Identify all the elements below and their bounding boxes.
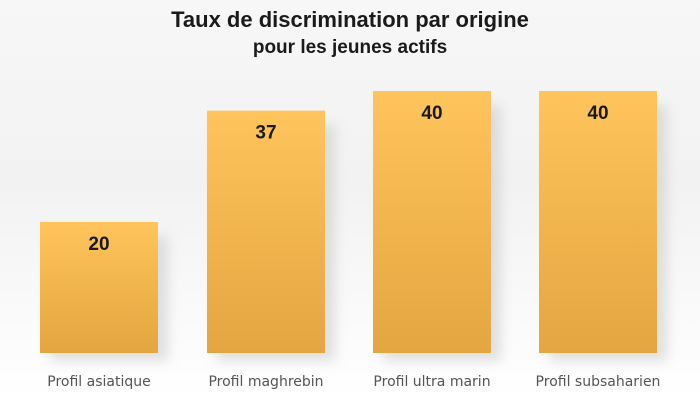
x-tick-label-profil-subsaharien: Profil subsaharien <box>536 374 661 390</box>
data-labels-group: 20 37 40 40 <box>88 103 608 255</box>
chart-title: Taux de discrimination par origine <box>171 7 529 32</box>
bars-group <box>40 91 657 354</box>
bar-profil-subsaharien <box>539 91 657 353</box>
x-tick-label-profil-asiatique: Profil asiatique <box>47 374 150 390</box>
data-label-profil-ultra-marin: 40 <box>421 103 442 124</box>
data-label-profil-maghrebin: 37 <box>255 123 276 144</box>
data-label-profil-asiatique: 20 <box>88 234 109 255</box>
chart-subtitle: pour les jeunes actifs <box>252 37 448 58</box>
bar-profil-asiatique <box>40 222 158 353</box>
x-tick-label-profil-ultra-marin: Profil ultra marin <box>373 374 490 390</box>
title-block: Taux de discrimination par origine pour … <box>0 6 700 60</box>
x-tick-label-profil-maghrebin: Profil maghrebin <box>208 374 323 390</box>
data-label-profil-subsaharien: 40 <box>587 103 608 124</box>
bar-profil-ultra-marin <box>373 91 491 353</box>
x-tick-labels-group: Profil asiatique Profil maghrebin Profil u… <box>47 374 660 390</box>
bar-profil-maghrebin <box>207 110 325 354</box>
